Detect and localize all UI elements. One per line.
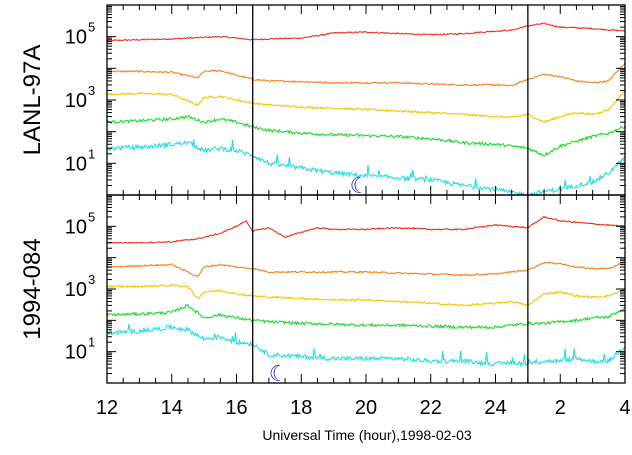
y-tick-exponent: 5 (88, 20, 95, 35)
x-tick-label: 2 (555, 397, 566, 419)
x-tick-label: 14 (161, 397, 183, 419)
y-tick-label: 10 (65, 279, 87, 301)
x-tick-label: 24 (484, 397, 506, 419)
series-line-3 (107, 303, 625, 330)
y-tick-label: 10 (65, 216, 87, 238)
series-line-0 (107, 22, 625, 42)
x-axis-label: Universal Time (hour),1998-02-03 (262, 427, 472, 443)
panel-frame (106, 194, 626, 384)
series-line-4 (107, 323, 625, 368)
x-axis: 12 14 16 18 20 22 24 2 4 (96, 397, 631, 419)
series-line-1 (107, 261, 625, 278)
panel-label: LANL-97A (19, 45, 46, 156)
series-line-2 (107, 284, 625, 307)
moon-symbol: ☾ (350, 173, 370, 198)
y-tick-exponent: 1 (88, 146, 95, 161)
y-tick-label: 10 (65, 27, 87, 49)
y-tick-exponent: 5 (88, 209, 95, 224)
series-line-4 (107, 139, 625, 195)
moon-symbol: ☾ (269, 361, 289, 386)
series-line-1 (107, 63, 625, 87)
x-tick-label: 18 (290, 397, 312, 419)
series-group (107, 215, 625, 368)
series-group (107, 22, 625, 195)
x-tick-label: 20 (355, 397, 377, 419)
series-line-2 (107, 90, 625, 124)
x-tick-label: 12 (96, 397, 118, 419)
series-line-0 (107, 215, 625, 244)
y-tick-exponent: 3 (88, 272, 95, 287)
panel-label: 1994-084 (19, 238, 46, 339)
y-tick-label: 10 (65, 153, 87, 175)
series-line-3 (107, 114, 625, 157)
x-tick-label: 22 (420, 397, 442, 419)
y-tick-label: 10 (65, 90, 87, 112)
x-tick-label: 4 (619, 397, 630, 419)
y-tick-exponent: 3 (88, 83, 95, 98)
x-tick-label: 16 (225, 397, 247, 419)
y-tick-exponent: 1 (88, 335, 95, 350)
y-tick-label: 10 (65, 342, 87, 364)
